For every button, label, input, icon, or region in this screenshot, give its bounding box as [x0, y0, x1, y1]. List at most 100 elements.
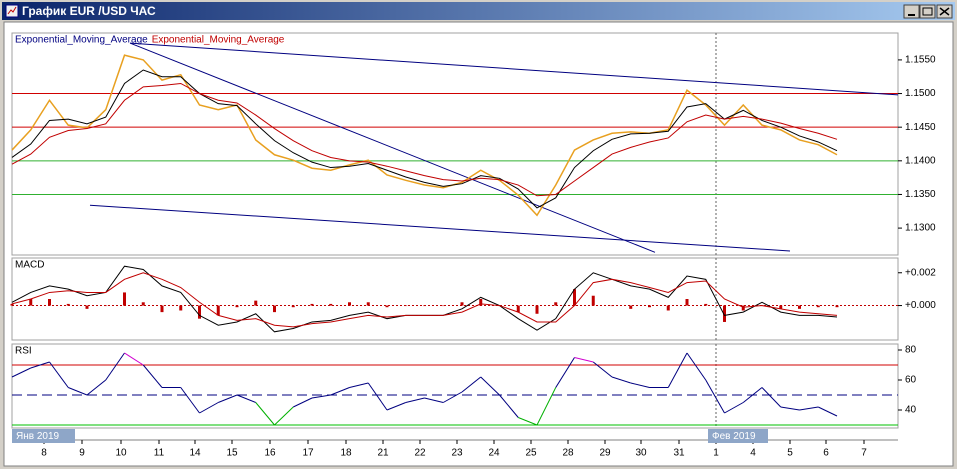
trend-line: [129, 42, 656, 253]
rsi-segment: [311, 394, 331, 399]
period-label-box: [708, 429, 768, 443]
trend-line: [89, 204, 791, 252]
title-bar: [2, 2, 955, 20]
maximize-button[interactable]: [919, 4, 936, 19]
price-line: [11, 54, 838, 217]
period-label-box: [12, 429, 75, 443]
histogram-bar: [198, 305, 201, 319]
x-tick-label: 31: [673, 448, 685, 459]
histogram-bar: [10, 303, 14, 306]
ema-line: [11, 82, 838, 197]
rsi-segment: [630, 382, 650, 388]
x-tick-label: 28: [562, 448, 574, 459]
histogram-bar: [329, 303, 333, 306]
y-tick-label: 1.1450: [905, 122, 936, 133]
window-title: График EUR /USD ЧАС: [22, 4, 156, 18]
y-tick-label: +0.000: [905, 300, 936, 311]
histogram-bar: [685, 299, 689, 306]
rsi-segment: [424, 397, 444, 403]
rsi-segment: [536, 387, 557, 426]
x-tick-label: 8: [41, 448, 47, 459]
histogram-bar: [160, 305, 164, 313]
y-tick-label: 1.1400: [905, 155, 936, 166]
signal-line: [11, 272, 838, 328]
histogram-bar: [460, 302, 464, 306]
rsi-segment: [742, 387, 763, 403]
x-tick-label: 22: [414, 448, 426, 459]
trend-line: [129, 42, 899, 96]
histogram-bar: [798, 305, 801, 309]
x-tick-label: 16: [264, 448, 276, 459]
x-tick-label: 29: [599, 448, 611, 459]
rsi-segment: [443, 391, 463, 403]
rsi-segment: [555, 357, 575, 388]
histogram-bar: [348, 302, 351, 306]
rsi-segment: [705, 379, 725, 414]
rsi-segment: [349, 382, 369, 388]
x-tick-label: 15: [226, 448, 238, 459]
rsi-segment: [461, 376, 482, 393]
x-tick-label: 11: [154, 448, 165, 459]
histogram-bar: [835, 305, 839, 308]
y-tick-label: 1.1300: [905, 223, 936, 234]
histogram-bar: [291, 305, 295, 308]
rsi-segment: [105, 352, 125, 381]
x-tick-label: 6: [823, 448, 829, 459]
legend-entry: Exponential_Moving_Average: [15, 35, 148, 46]
histogram-bar: [141, 302, 145, 306]
histogram-bar: [666, 305, 670, 311]
rsi-segment: [330, 387, 350, 396]
histogram-bar: [629, 305, 633, 309]
x-tick-label: 18: [340, 448, 352, 459]
histogram-bar: [741, 305, 745, 311]
ema-line: [11, 69, 838, 209]
histogram-bar: [610, 305, 614, 307]
y-tick-label: +0.002: [905, 267, 936, 278]
rsi-segment: [124, 352, 144, 366]
histogram-bar: [216, 305, 220, 316]
y-tick-label: 1.1500: [905, 88, 936, 99]
x-tick-label: 23: [451, 448, 463, 459]
rsi-segment: [386, 402, 406, 411]
histogram-bar: [85, 305, 89, 309]
x-tick-label: 9: [79, 448, 85, 459]
y-tick-label: 1.1350: [905, 189, 936, 200]
x-tick-label: 5: [787, 448, 793, 459]
histogram-bar: [723, 305, 726, 322]
x-tick-label: 17: [302, 448, 314, 459]
rsi-segment: [30, 361, 50, 369]
rsi-segment: [293, 397, 313, 408]
window-buttons[interactable]: [903, 4, 953, 19]
histogram-bar: [310, 303, 314, 306]
y-tick-label: 1.1550: [905, 55, 936, 66]
rsi-segment: [236, 394, 256, 403]
panel-title: RSI: [15, 346, 32, 357]
rsi-segment: [499, 394, 519, 418]
y-tick-label: 60: [905, 375, 917, 386]
rsi-segment: [667, 352, 688, 388]
histogram-bar: [441, 305, 445, 307]
minimize-button[interactable]: [903, 4, 920, 19]
maximize-glyph: [922, 7, 933, 16]
histogram-bar: [648, 305, 651, 308]
rsi-segment: [574, 357, 594, 363]
x-tick-label: 21: [377, 448, 389, 459]
rsi-segment: [274, 406, 294, 426]
y-tick-label: 40: [905, 405, 917, 416]
rsi-segment: [11, 367, 31, 378]
histogram-bar: [554, 302, 558, 306]
rsi-segment: [367, 382, 388, 411]
histogram-bar: [816, 305, 820, 308]
histogram-bar: [104, 305, 108, 307]
panel-title: MACD: [15, 260, 44, 271]
rsi-segment: [592, 361, 613, 378]
histogram-bar: [179, 305, 183, 311]
rsi-segment: [180, 387, 200, 414]
histogram-bar: [573, 289, 576, 306]
x-tick-label: 14: [189, 448, 201, 459]
x-tick-label: 25: [525, 448, 537, 459]
histogram-bar: [48, 299, 51, 306]
histogram-bar: [366, 302, 370, 306]
rsi-segment: [799, 406, 819, 411]
